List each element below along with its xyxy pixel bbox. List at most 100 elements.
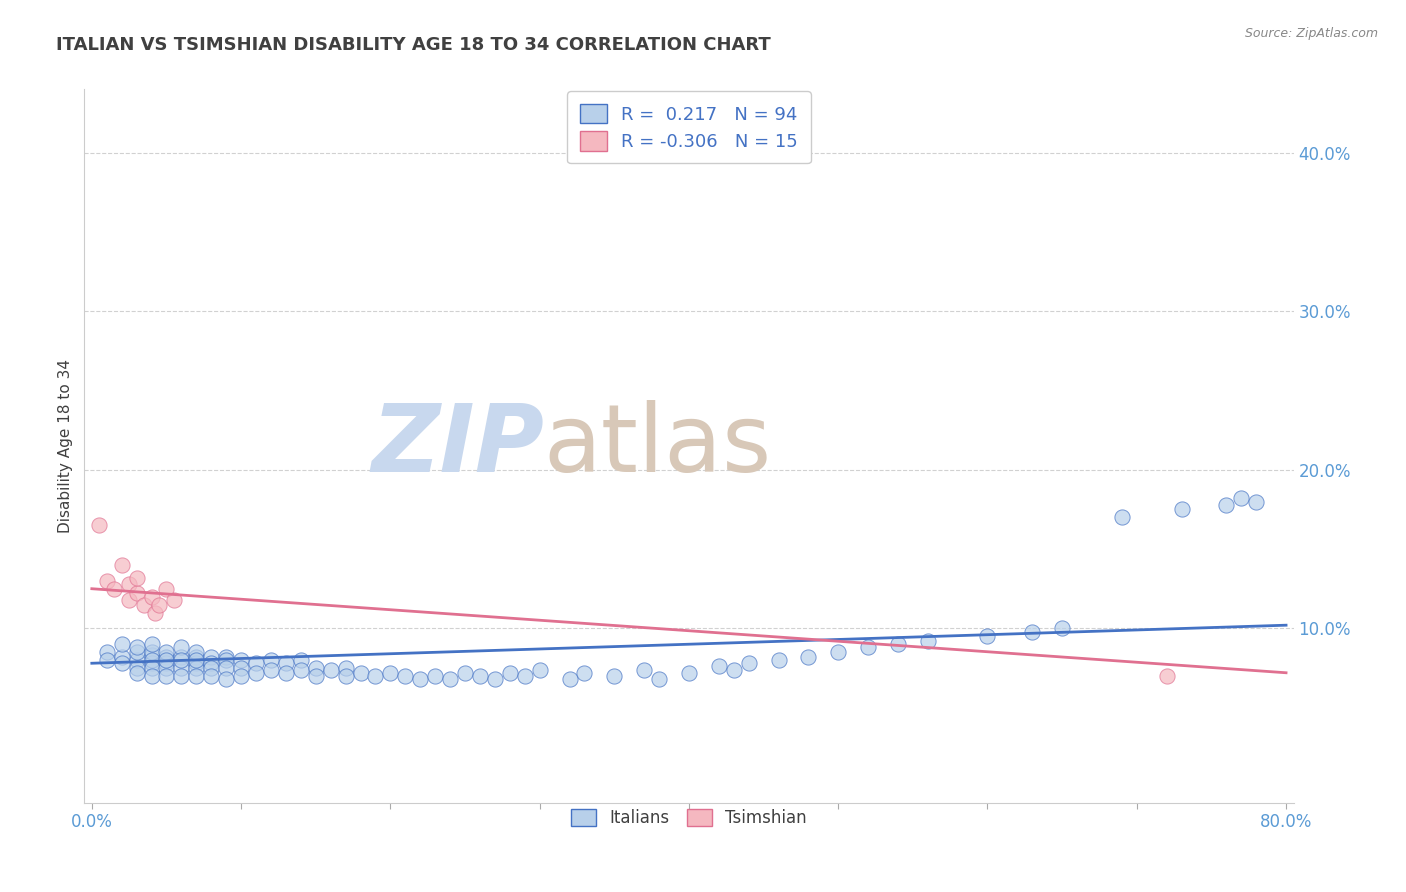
Point (678, 665, 700, 680)
Point (155, 657, 177, 671)
Point (797, 649, 820, 664)
Point (118, 577, 141, 591)
Point (111, 649, 134, 664)
Point (186, 649, 208, 664)
Point (1156, 669, 1178, 683)
Point (141, 669, 163, 683)
Point (186, 645, 208, 659)
Point (96, 574, 118, 588)
Point (125, 665, 148, 680)
Point (155, 645, 177, 659)
Point (215, 649, 238, 664)
Point (454, 665, 477, 680)
Point (125, 640, 148, 655)
Point (186, 657, 208, 671)
Point (141, 645, 163, 659)
Text: atlas: atlas (544, 400, 772, 492)
Point (215, 672, 238, 686)
Point (141, 657, 163, 671)
Point (513, 669, 536, 683)
Point (170, 649, 193, 664)
Point (245, 665, 267, 680)
Point (1170, 502, 1192, 516)
Point (768, 653, 790, 667)
Point (319, 663, 342, 677)
Text: ZIP: ZIP (371, 400, 544, 492)
Legend: Italians, Tsimshian: Italians, Tsimshian (561, 799, 817, 838)
Point (633, 663, 655, 677)
Point (141, 648, 163, 663)
Point (155, 661, 177, 675)
Point (409, 672, 432, 686)
Point (111, 558, 134, 572)
Y-axis label: Disability Age 18 to 34: Disability Age 18 to 34 (58, 359, 73, 533)
Point (155, 669, 177, 683)
Point (125, 586, 148, 600)
Point (335, 661, 357, 675)
Point (574, 665, 596, 680)
Point (468, 669, 491, 683)
Point (111, 657, 134, 671)
Point (111, 637, 134, 651)
Point (737, 657, 759, 671)
Point (484, 672, 506, 686)
Point (125, 571, 148, 585)
Point (603, 669, 626, 683)
Point (148, 598, 170, 612)
Point (349, 665, 371, 680)
Point (125, 661, 148, 675)
Point (274, 665, 297, 680)
Point (186, 653, 208, 667)
Point (364, 669, 387, 683)
Point (1050, 621, 1073, 635)
Point (499, 665, 522, 680)
Point (425, 669, 447, 683)
Point (290, 663, 312, 677)
Point (96, 645, 118, 659)
Point (141, 661, 163, 675)
Point (163, 592, 186, 607)
Point (305, 661, 328, 675)
Point (1244, 494, 1267, 508)
Point (439, 672, 461, 686)
Point (335, 669, 357, 683)
Point (170, 661, 193, 675)
Point (260, 663, 283, 677)
Point (155, 649, 177, 664)
Point (558, 672, 581, 686)
Point (856, 640, 879, 655)
Point (1021, 624, 1043, 639)
Point (170, 669, 193, 683)
Point (200, 649, 222, 664)
Point (96, 653, 118, 667)
Point (229, 653, 252, 667)
Point (141, 637, 163, 651)
Point (186, 661, 208, 675)
Point (260, 653, 283, 667)
Point (827, 645, 849, 659)
Point (707, 659, 730, 673)
Point (648, 672, 671, 686)
Point (200, 661, 222, 675)
Point (118, 592, 141, 607)
Point (529, 663, 551, 677)
Point (125, 653, 148, 667)
Point (305, 669, 328, 683)
Point (394, 669, 416, 683)
Point (132, 598, 155, 612)
Point (200, 657, 222, 671)
Point (1111, 510, 1133, 524)
Point (170, 640, 193, 655)
Point (186, 669, 208, 683)
Point (141, 653, 163, 667)
Point (290, 653, 312, 667)
Point (89, 518, 111, 533)
Point (723, 663, 745, 677)
Text: Source: ZipAtlas.com: Source: ZipAtlas.com (1244, 27, 1378, 40)
Point (245, 657, 267, 671)
Point (143, 606, 166, 620)
Point (200, 669, 222, 683)
Point (887, 637, 910, 651)
Point (215, 661, 238, 675)
Point (155, 582, 177, 596)
